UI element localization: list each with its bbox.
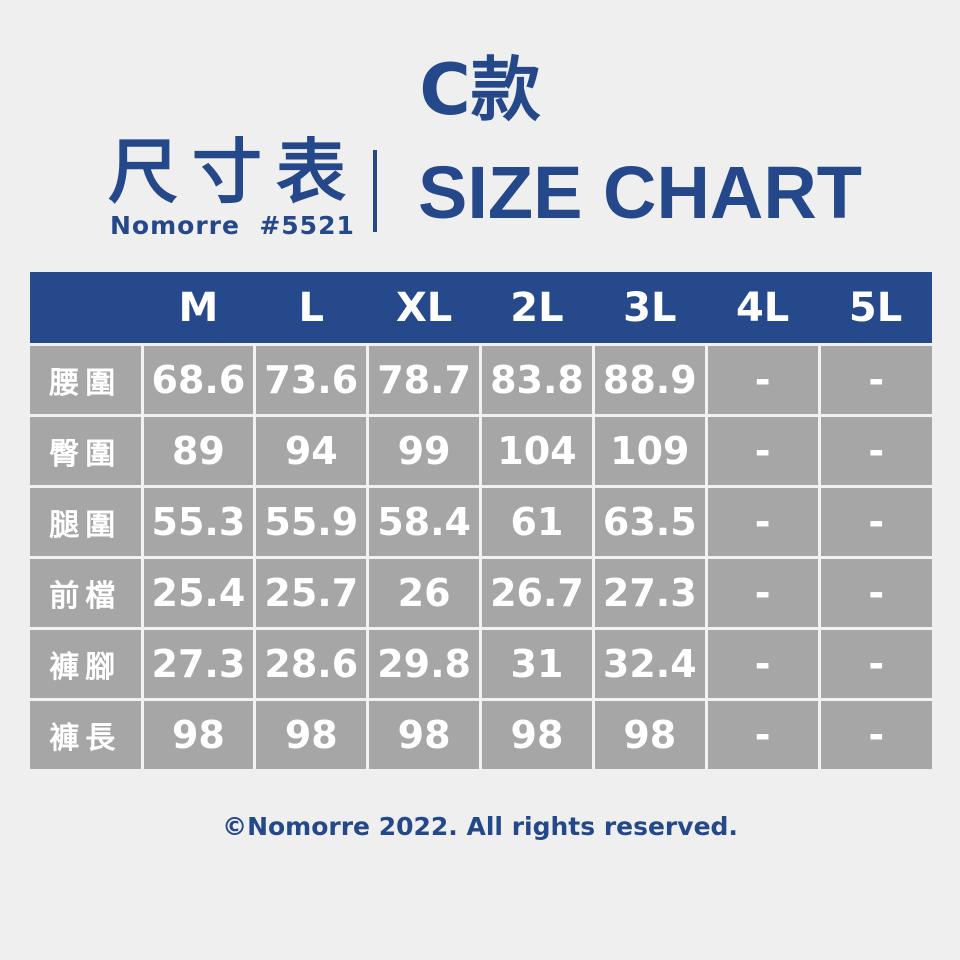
measurement-value: 31 [479,627,595,701]
measurement-value: 109 [591,414,708,488]
measurement-value: 83.8 [479,343,595,417]
measurement-value: - [817,627,932,701]
measurement-value: 88.9 [591,343,708,417]
model-title: C款 [419,49,541,131]
measurement-value: - [704,556,821,630]
measurement-label: 前檔 [30,556,144,630]
measurement-value: 104 [479,414,595,488]
size-header: XL [367,272,481,345]
measurement-value: 26 [366,556,483,630]
table-row: 臀圍 89 94 99 104 109- - [30,414,932,488]
measurement-value: 28.6 [253,627,370,701]
size-header: 4L [706,272,820,345]
table-row: 腿圍 55.3 55.9 58.4 61 63.5- - [30,485,932,559]
measurement-value: 25.7 [253,556,370,630]
corner-header [30,272,142,345]
measurement-label: 臀圍 [30,414,144,488]
measurement-value: - [817,556,932,630]
title-english: SIZE CHART [418,151,862,234]
measurement-value: 98 [591,698,708,769]
size-header: 2L [480,272,594,345]
table-row: 前檔 25.4 25.7 26 26.7 27.3- - [30,556,932,630]
measurement-value: 29.8 [366,627,483,701]
measurement-value: - [704,485,821,559]
measurement-value: - [817,343,932,417]
measurement-value: 99 [366,414,483,488]
measurement-value: - [817,698,932,769]
size-header: 3L [593,272,707,345]
measurement-label: 褲腳 [30,627,144,701]
measurement-value: 94 [253,414,370,488]
measurement-label: 腰圍 [30,343,144,417]
measurement-value: 63.5 [591,485,708,559]
size-table: M L XL 2L 3L 4L 5L 腰圍 68.6 73.6 78.7 83.8 88.9- - 臀圍 8… [30,272,932,769]
measurement-label: 褲長 [30,698,144,769]
table-row: 褲腳 27.3 28.6 29.8 31 32.4- - [30,627,932,701]
measurement-value: 27.3 [140,627,257,701]
measurement-value: - [817,485,932,559]
size-header: M [142,272,255,345]
measurement-value: 27.3 [591,556,708,630]
table-row: 褲長 98 98 98 98 98- - [30,698,932,769]
copyright-footer: ©Nomorre 2022. All rights reserved. [222,812,738,841]
measurement-value: 55.3 [140,485,257,559]
measurement-value: 32.4 [591,627,708,701]
measurement-value: 98 [140,698,257,769]
measurement-value: 55.9 [253,485,370,559]
measurement-value: 61 [479,485,595,559]
size-header-row: M L XL 2L 3L 4L 5L [30,272,932,345]
size-header: 5L [819,272,932,345]
brand-subtitle: Nomorre #5521 [110,211,355,240]
measurement-value: 98 [479,698,595,769]
title-chinese: 尺寸表 [108,131,360,213]
title-divider [373,150,377,232]
measurement-value: - [704,698,821,769]
measurement-value: 98 [253,698,370,769]
measurement-value: 58.4 [366,485,483,559]
measurement-label: 腿圍 [30,485,144,559]
table-row: 腰圍 68.6 73.6 78.7 83.8 88.9- - [30,343,932,417]
measurement-value: 78.7 [366,343,483,417]
measurement-value: 98 [366,698,483,769]
measurement-value: - [704,414,821,488]
measurement-value: 73.6 [253,343,370,417]
size-header: L [254,272,368,345]
measurement-value: 25.4 [140,556,257,630]
measurement-value: 89 [140,414,257,488]
measurement-value: - [704,627,821,701]
measurement-value: - [817,414,932,488]
measurement-value: 26.7 [479,556,595,630]
measurement-value: - [704,343,821,417]
measurement-value: 68.6 [140,343,257,417]
